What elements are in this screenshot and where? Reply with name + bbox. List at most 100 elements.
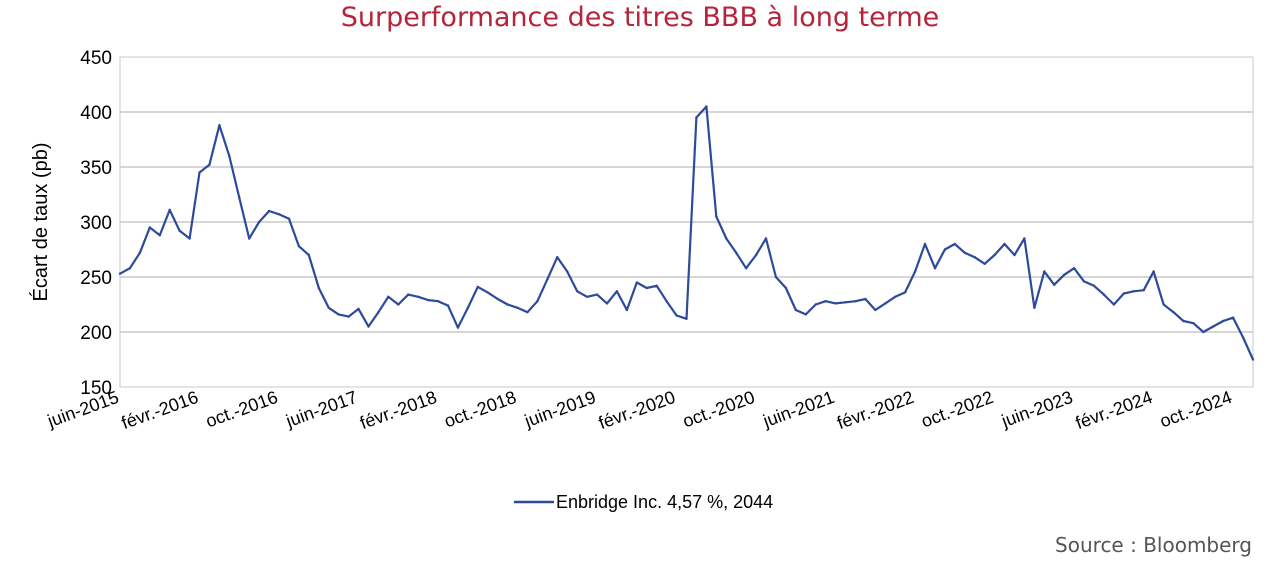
data-point bbox=[287, 217, 291, 220]
data-point bbox=[456, 326, 460, 329]
data-point bbox=[1082, 280, 1086, 283]
data-point bbox=[1202, 330, 1205, 334]
data-point bbox=[128, 267, 132, 270]
data-point bbox=[417, 295, 420, 298]
x-tick-label: oct.-2024 bbox=[1157, 387, 1234, 431]
data-point bbox=[675, 314, 678, 317]
data-point bbox=[874, 308, 877, 312]
data-point bbox=[426, 298, 430, 302]
data-point bbox=[307, 253, 310, 257]
data-point bbox=[1112, 303, 1116, 306]
data-point bbox=[1122, 292, 1126, 295]
x-tick-label: févr.-2022 bbox=[834, 387, 916, 433]
data-point bbox=[695, 116, 698, 119]
y-tick-label: 350 bbox=[80, 158, 112, 179]
data-point bbox=[1072, 267, 1076, 270]
data-point bbox=[297, 245, 301, 248]
data-point bbox=[1182, 319, 1185, 323]
y-tick-label: 150 bbox=[80, 378, 112, 399]
data-point bbox=[834, 302, 837, 305]
data-point bbox=[615, 290, 619, 293]
data-point bbox=[387, 295, 390, 298]
data-point bbox=[118, 272, 122, 275]
data-point bbox=[605, 302, 609, 305]
data-point bbox=[317, 286, 320, 290]
data-point bbox=[1172, 311, 1175, 314]
data-point bbox=[357, 307, 360, 311]
data-point bbox=[466, 306, 470, 309]
data-point bbox=[566, 270, 569, 273]
x-tick-label: juin-2021 bbox=[760, 387, 837, 431]
data-point bbox=[645, 286, 648, 290]
y-tick-labels: 150 200 250 300 350 400 450 bbox=[80, 48, 112, 399]
data-point bbox=[953, 242, 956, 246]
data-point bbox=[377, 311, 380, 314]
data-point bbox=[635, 281, 638, 284]
data-point bbox=[436, 300, 440, 303]
data-point bbox=[536, 300, 539, 303]
data-point bbox=[725, 237, 728, 240]
x-tick-label: oct.-2018 bbox=[442, 387, 519, 431]
legend: Enbridge Inc. 4,57 %, 2044 bbox=[514, 492, 773, 512]
data-point bbox=[715, 215, 718, 218]
data-point bbox=[476, 285, 479, 289]
data-point bbox=[526, 311, 529, 314]
data-point bbox=[933, 267, 937, 270]
data-point bbox=[764, 237, 768, 240]
data-point bbox=[685, 317, 688, 320]
y-tick-label: 200 bbox=[80, 323, 112, 344]
data-point bbox=[864, 297, 867, 301]
data-point bbox=[496, 297, 499, 301]
data-point bbox=[744, 267, 748, 270]
legend-label: Enbridge Inc. 4,57 %, 2044 bbox=[556, 492, 773, 512]
data-point bbox=[655, 284, 658, 287]
data-point bbox=[844, 301, 847, 304]
data-point bbox=[1013, 253, 1016, 257]
x-tick-label: févr.-2018 bbox=[357, 387, 439, 433]
data-point bbox=[337, 313, 340, 316]
data-point bbox=[1033, 306, 1036, 309]
data-point bbox=[238, 196, 241, 199]
data-point bbox=[178, 229, 181, 232]
data-point bbox=[983, 262, 986, 265]
data-point bbox=[854, 300, 857, 303]
data-point bbox=[556, 256, 559, 259]
data-point bbox=[208, 163, 211, 166]
data-point bbox=[248, 237, 251, 240]
data-point bbox=[1063, 273, 1066, 276]
data-point bbox=[168, 208, 171, 212]
data-point bbox=[148, 226, 151, 229]
data-point bbox=[1053, 283, 1056, 286]
data-point bbox=[1152, 270, 1155, 273]
x-tick-label: oct.-2020 bbox=[680, 387, 757, 431]
data-point bbox=[218, 124, 221, 127]
data-point bbox=[486, 291, 489, 294]
x-tick-label: févr.-2016 bbox=[119, 387, 201, 433]
data-point bbox=[327, 306, 330, 309]
data-point bbox=[506, 303, 509, 306]
y-axis-title: Écart de taux (pb) bbox=[29, 143, 52, 302]
data-point bbox=[1241, 336, 1245, 339]
data-point bbox=[973, 256, 976, 259]
data-point bbox=[884, 302, 887, 305]
source-note: Source : Bloomberg bbox=[1055, 533, 1252, 557]
data-point bbox=[158, 234, 161, 237]
data-point bbox=[665, 300, 668, 303]
data-point bbox=[188, 237, 191, 240]
data-point bbox=[1023, 237, 1026, 240]
data-point bbox=[943, 248, 947, 251]
data-point bbox=[516, 306, 519, 309]
series-line bbox=[119, 105, 1255, 360]
data-point bbox=[585, 295, 589, 298]
data-point bbox=[754, 253, 758, 257]
y-tick-label: 400 bbox=[80, 103, 112, 124]
data-point bbox=[735, 251, 738, 254]
data-point bbox=[1251, 358, 1255, 361]
data-point bbox=[804, 313, 807, 316]
data-point bbox=[397, 303, 400, 306]
data-point bbox=[913, 270, 917, 273]
data-point bbox=[576, 290, 579, 293]
x-tick-label: juin-2023 bbox=[998, 387, 1075, 431]
data-point bbox=[794, 308, 797, 312]
